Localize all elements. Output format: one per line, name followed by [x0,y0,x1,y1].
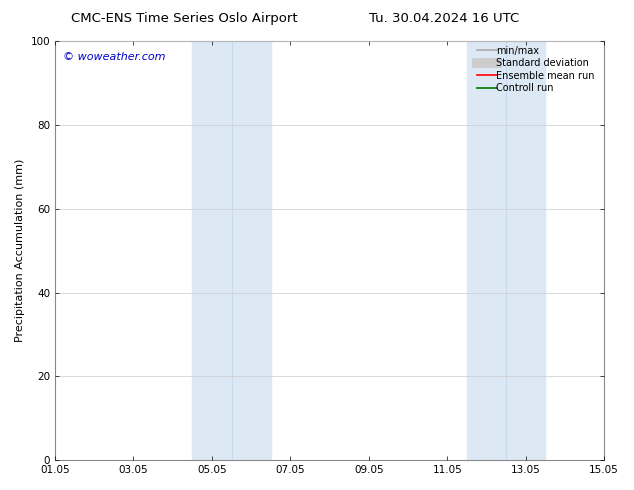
Bar [467,41,545,460]
Text: Tu. 30.04.2024 16 UTC: Tu. 30.04.2024 16 UTC [369,12,519,25]
Legend: min/max, Standard deviation, Ensemble mean run, Controll run: min/max, Standard deviation, Ensemble me… [474,43,602,96]
Y-axis label: Precipitation Accumulation (mm): Precipitation Accumulation (mm) [15,159,25,343]
Text: CMC-ENS Time Series Oslo Airport: CMC-ENS Time Series Oslo Airport [70,12,297,25]
Bar [192,41,271,460]
Text: © woweather.com: © woweather.com [63,51,165,62]
